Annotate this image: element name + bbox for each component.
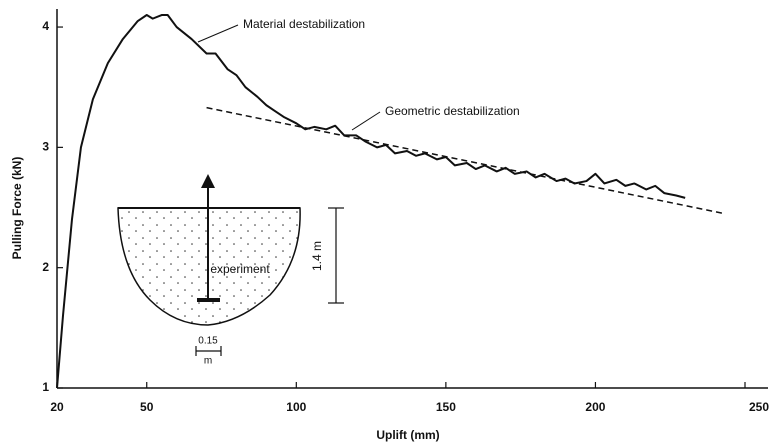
x-tick-label: 250 [749, 400, 769, 414]
x-tick-label: 50 [140, 400, 154, 414]
soil-body [117, 207, 301, 326]
x-tick-label: 100 [286, 400, 306, 414]
annotation: Geometric destabilization [385, 104, 520, 118]
x-tick-label: 150 [436, 400, 456, 414]
y-tick-label: 1 [42, 380, 49, 394]
leader-line [197, 24, 239, 43]
annotation: m [204, 356, 212, 367]
annotation: Material destabilization [243, 17, 365, 31]
annotation: 0.15 [198, 336, 218, 347]
y-tick-label: 4 [42, 19, 49, 33]
data-line [56, 14, 686, 389]
y-axis-label: Pulling Force (kN) [10, 157, 24, 260]
x-tick-label: 200 [585, 400, 605, 414]
leader-line [351, 111, 381, 131]
y-tick-label: 2 [42, 260, 49, 274]
x-axis-label: Uplift (mm) [376, 428, 439, 442]
x-tick-label: 20 [50, 400, 64, 414]
annotation: 1.4 m [310, 241, 324, 271]
annotation: experiment [210, 262, 270, 276]
y-tick-label: 3 [42, 140, 49, 154]
data-line [206, 106, 725, 215]
inset-drawing [117, 24, 381, 356]
arrow-head [201, 174, 215, 188]
